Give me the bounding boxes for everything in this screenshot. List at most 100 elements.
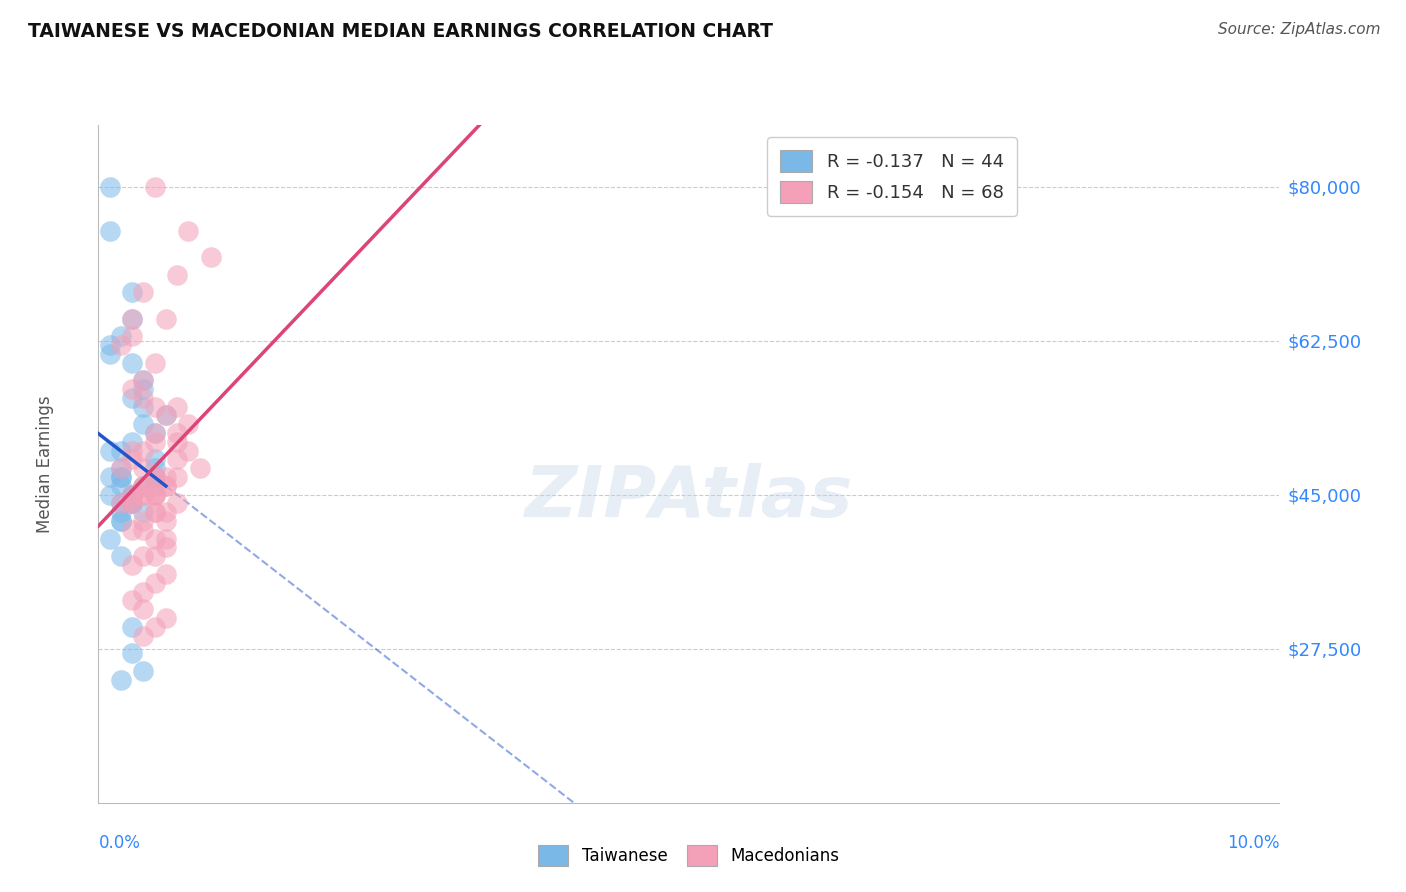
Point <box>143 470 166 484</box>
Point <box>121 434 143 449</box>
Point <box>98 338 121 352</box>
Point <box>166 452 188 467</box>
Point <box>155 409 177 423</box>
Point <box>110 461 132 475</box>
Point <box>110 461 132 475</box>
Point <box>143 488 166 502</box>
Point <box>155 611 177 625</box>
Point <box>121 488 143 502</box>
Point <box>132 479 155 493</box>
Point <box>166 268 188 282</box>
Point <box>166 400 188 414</box>
Point <box>155 409 177 423</box>
Point <box>132 373 155 387</box>
Text: 0.0%: 0.0% <box>98 834 141 852</box>
Point <box>98 470 121 484</box>
Point <box>132 382 155 396</box>
Point <box>110 443 132 458</box>
Point <box>155 479 177 493</box>
Point <box>121 496 143 510</box>
Point <box>132 443 155 458</box>
Point <box>110 496 132 510</box>
Point <box>155 311 177 326</box>
Text: TAIWANESE VS MACEDONIAN MEDIAN EARNINGS CORRELATION CHART: TAIWANESE VS MACEDONIAN MEDIAN EARNINGS … <box>28 22 773 41</box>
Point <box>143 425 166 440</box>
Point <box>121 443 143 458</box>
Point <box>143 461 166 475</box>
Point <box>132 602 155 616</box>
Point <box>143 488 166 502</box>
Point <box>132 664 155 678</box>
Point <box>132 523 155 537</box>
Point <box>143 620 166 634</box>
Point <box>98 347 121 361</box>
Point <box>143 575 166 590</box>
Text: Median Earnings: Median Earnings <box>37 395 55 533</box>
Point <box>177 417 200 432</box>
Point <box>121 496 143 510</box>
Point <box>132 285 155 300</box>
Point <box>132 628 155 642</box>
Point <box>143 549 166 564</box>
Point <box>177 223 200 237</box>
Point <box>132 549 155 564</box>
Point <box>110 514 132 528</box>
Point <box>98 443 121 458</box>
Point <box>143 452 166 467</box>
Point <box>155 514 177 528</box>
Point <box>121 329 143 343</box>
Point <box>155 479 177 493</box>
Point <box>155 541 177 555</box>
Point <box>132 461 155 475</box>
Point <box>132 584 155 599</box>
Point <box>98 179 121 194</box>
Point <box>143 532 166 546</box>
Point <box>121 311 143 326</box>
Point <box>121 382 143 396</box>
Point <box>110 496 132 510</box>
Point <box>166 434 188 449</box>
Point <box>188 461 211 475</box>
Point <box>110 505 132 519</box>
Point <box>110 338 132 352</box>
Text: ZIPAtlas: ZIPAtlas <box>524 463 853 533</box>
Point <box>121 488 143 502</box>
Point <box>132 505 155 519</box>
Point <box>166 425 188 440</box>
Point <box>110 470 132 484</box>
Point <box>110 329 132 343</box>
Text: 10.0%: 10.0% <box>1227 834 1279 852</box>
Point <box>143 505 166 519</box>
Point <box>143 470 166 484</box>
Point <box>143 400 166 414</box>
Point <box>110 549 132 564</box>
Point <box>143 179 166 194</box>
Point <box>121 523 143 537</box>
Point <box>143 488 166 502</box>
Point <box>166 470 188 484</box>
Point <box>132 479 155 493</box>
Point <box>121 646 143 660</box>
Point <box>200 250 222 264</box>
Point <box>166 496 188 510</box>
Point <box>121 558 143 573</box>
Point <box>132 400 155 414</box>
Point <box>110 673 132 687</box>
Point <box>132 479 155 493</box>
Point <box>143 425 166 440</box>
Point <box>121 391 143 405</box>
Point <box>132 391 155 405</box>
Point <box>143 470 166 484</box>
Point <box>143 434 166 449</box>
Point <box>121 620 143 634</box>
Point <box>121 355 143 369</box>
Text: Source: ZipAtlas.com: Source: ZipAtlas.com <box>1218 22 1381 37</box>
Point <box>110 470 132 484</box>
Point <box>98 488 121 502</box>
Point <box>132 417 155 432</box>
Point <box>121 452 143 467</box>
Point <box>121 285 143 300</box>
Point <box>143 355 166 369</box>
Point <box>132 373 155 387</box>
Point <box>143 479 166 493</box>
